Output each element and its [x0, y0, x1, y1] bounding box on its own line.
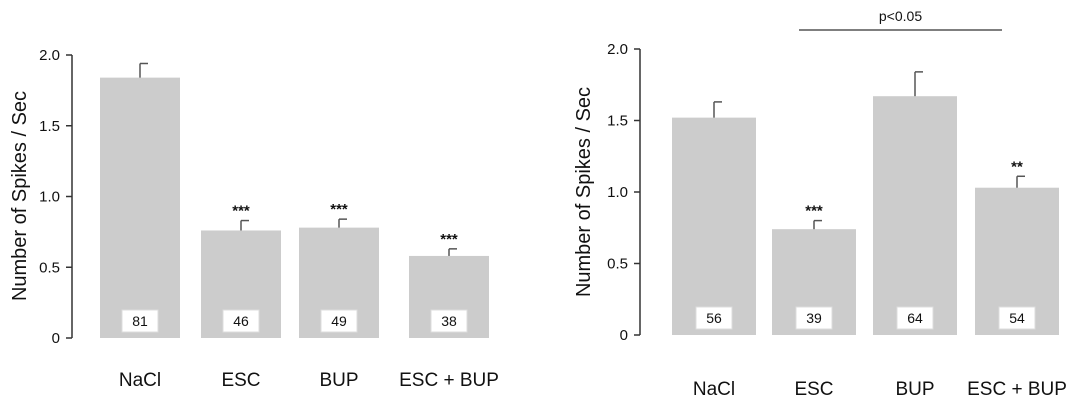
y-axis-title: Number of Spikes / Sec — [573, 87, 595, 297]
significance-label: *** — [232, 203, 250, 220]
x-category-label: ESC — [794, 379, 833, 400]
y-tick-label: 2.0 — [607, 41, 628, 58]
y-tick-label: 1.5 — [39, 118, 60, 135]
y-tick-label: 0.5 — [39, 259, 60, 276]
bar — [873, 96, 957, 335]
n-label: 46 — [233, 313, 249, 329]
y-tick-label: 1.0 — [607, 184, 628, 201]
y-tick-label: 1.0 — [39, 189, 60, 206]
y-axis-title: Number of Spikes / Sec — [9, 91, 31, 301]
n-label-box — [430, 309, 468, 333]
n-label-box — [795, 306, 833, 330]
x-category-label: NaCl — [693, 379, 735, 400]
x-category-label: BUP — [895, 379, 934, 400]
comparison-label: p<0.05 — [879, 8, 922, 24]
significance-label: *** — [330, 201, 348, 218]
n-label: 49 — [331, 313, 347, 329]
n-label: 81 — [132, 313, 148, 329]
significance-label: ** — [1011, 158, 1023, 175]
n-label: 39 — [806, 310, 822, 326]
n-label-box — [222, 309, 260, 333]
n-label-box — [695, 306, 733, 330]
n-label-box — [896, 306, 934, 330]
y-tick-label: 0.5 — [607, 256, 628, 273]
y-tick-label: 1.5 — [607, 113, 628, 130]
significance-label: *** — [440, 231, 458, 248]
y-tick-label: 0 — [620, 327, 628, 344]
y-tick-label: 0 — [52, 330, 60, 347]
n-label: 54 — [1009, 310, 1025, 326]
bar — [100, 77, 180, 338]
bar — [672, 117, 756, 335]
n-label: 56 — [706, 310, 722, 326]
x-category-label: BUP — [319, 370, 358, 391]
x-category-label: ESC + BUP — [967, 379, 1066, 400]
n-label: 38 — [441, 313, 457, 329]
significance-label: *** — [805, 203, 823, 220]
n-label-box — [121, 309, 159, 333]
x-category-label: ESC — [221, 370, 260, 391]
left-bar-chart: 0 0.5 1.0 1.5 2.0 Number of Spikes / Sec 81 NaC… — [9, 47, 499, 391]
n-label: 64 — [907, 310, 923, 326]
right-bar-chart: 0 0.5 1.0 1.5 2.0 Number of Spikes / Sec 56 NaC… — [573, 8, 1066, 400]
n-label-box — [320, 309, 358, 333]
y-tick-label: 2.0 — [39, 47, 60, 64]
n-label-box — [998, 306, 1036, 330]
x-category-label: NaCl — [119, 370, 161, 391]
x-category-label: ESC + BUP — [399, 370, 499, 391]
